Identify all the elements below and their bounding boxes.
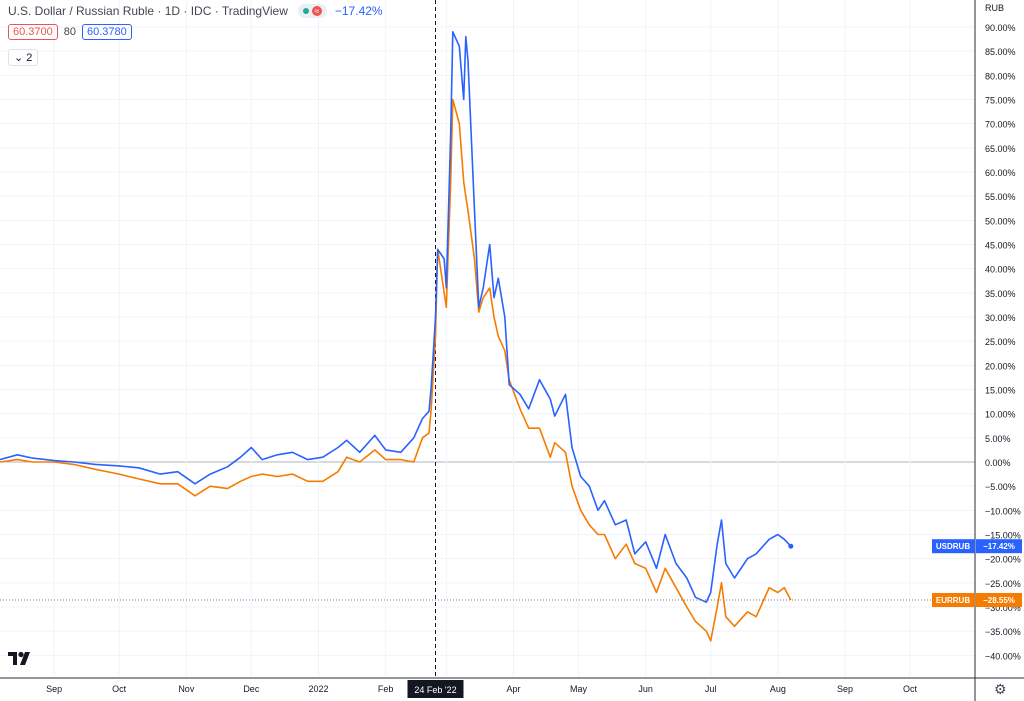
x-tick-label: Jul	[705, 684, 717, 694]
x-tick-label: Nov	[178, 684, 195, 694]
y-tick-label: 30.00%	[985, 313, 1016, 323]
symbol-title[interactable]: U.S. Dollar / Russian Ruble · 1D · IDC ·…	[8, 4, 288, 18]
series-value-box	[976, 592, 1022, 607]
series-tag-box	[932, 539, 975, 554]
x-tick-label: 2022	[308, 684, 328, 694]
y-tick-label: 65.00%	[985, 144, 1016, 154]
series-line-usdrub	[0, 31, 792, 603]
price-row: 60.3700 80 60.3780	[8, 24, 132, 40]
y-tick-label: 5.00%	[985, 434, 1011, 444]
spread-value: 80	[63, 26, 77, 38]
x-tick-label: May	[570, 684, 588, 694]
ask-price[interactable]: 60.3780	[82, 24, 132, 40]
gear-icon[interactable]: ⚙	[994, 681, 1007, 697]
x-tick-label: Aug	[770, 684, 786, 694]
y-tick-label: −40.00%	[985, 651, 1021, 661]
x-tick-label: Sep	[837, 684, 853, 694]
market-status-badge[interactable]: ≈	[297, 4, 327, 18]
series-line-eurrub	[0, 98, 792, 642]
x-tick-label: Jun	[638, 684, 653, 694]
y-tick-label: −25.00%	[985, 579, 1021, 589]
y-tick-label: 60.00%	[985, 168, 1016, 178]
y-tick-label: −5.00%	[985, 482, 1016, 492]
y-tick-label: 25.00%	[985, 337, 1016, 347]
y-tick-label: 10.00%	[985, 410, 1016, 420]
indicators-collapse-button[interactable]: ⌄ 2	[8, 49, 39, 66]
series-value-box	[976, 539, 1022, 554]
y-tick-label: 70.00%	[985, 120, 1016, 130]
series-value-label: −28.55%	[983, 596, 1015, 605]
y-tick-label: −35.00%	[985, 627, 1021, 637]
x-tick-label: Oct	[903, 684, 918, 694]
y-tick-label: 75.00%	[985, 96, 1016, 106]
y-tick-label: 35.00%	[985, 289, 1016, 299]
y-tick-label: 20.00%	[985, 361, 1016, 371]
x-tick-label: Apr	[506, 684, 520, 694]
y-tick-label: −15.00%	[985, 531, 1021, 541]
crosshair-date-label: 24 Feb '22	[414, 685, 456, 695]
x-tick-label: Oct	[112, 684, 127, 694]
y-tick-label: 15.00%	[985, 386, 1016, 396]
last-point-usdrub	[788, 543, 794, 549]
indicators-count: 2	[26, 52, 33, 64]
x-tick-label: Dec	[243, 684, 260, 694]
y-tick-label: −30.00%	[985, 603, 1021, 613]
y-tick-label: 50.00%	[985, 216, 1016, 226]
y-tick-label: 0.00%	[985, 458, 1011, 468]
series-tag-box	[932, 592, 975, 607]
y-tick-label: −20.00%	[985, 555, 1021, 565]
y-tick-label: 45.00%	[985, 241, 1016, 251]
y-tick-label: 80.00%	[985, 71, 1016, 81]
market-flag-icon: ≈	[311, 6, 322, 16]
chevron-down-icon: ⌄	[14, 52, 24, 64]
chart-header: U.S. Dollar / Russian Ruble · 1D · IDC ·…	[8, 4, 383, 18]
market-open-icon	[302, 8, 309, 14]
header-change-value: −17.42%	[334, 4, 383, 18]
crosshair-date-box	[407, 680, 464, 698]
y-tick-label: 40.00%	[985, 265, 1016, 275]
y-tick-label: −10.00%	[985, 506, 1021, 516]
series-value-label: −17.42%	[983, 542, 1015, 551]
x-tick-label: Sep	[46, 684, 62, 694]
y-axis-unit: RUB	[985, 3, 1004, 13]
series-name-label: EURRUB	[936, 596, 970, 605]
tradingview-logo-icon[interactable]	[6, 648, 34, 670]
x-tick-label: Feb	[378, 684, 394, 694]
bid-price[interactable]: 60.3700	[8, 24, 58, 40]
y-tick-label: 55.00%	[985, 192, 1016, 202]
y-tick-label: 90.00%	[985, 23, 1016, 33]
y-tick-label: 85.00%	[985, 47, 1016, 57]
series-name-label: USDRUB	[936, 542, 970, 551]
